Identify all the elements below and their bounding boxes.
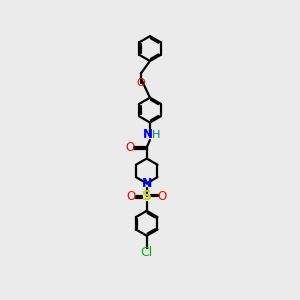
Text: O: O [126,141,135,154]
Text: O: O [127,190,136,203]
Text: O: O [158,190,167,203]
Text: H: H [152,130,160,140]
Text: O: O [136,78,145,88]
Text: N: N [143,128,153,142]
Text: N: N [142,177,152,190]
Text: S: S [142,190,152,203]
Text: Cl: Cl [141,246,153,259]
